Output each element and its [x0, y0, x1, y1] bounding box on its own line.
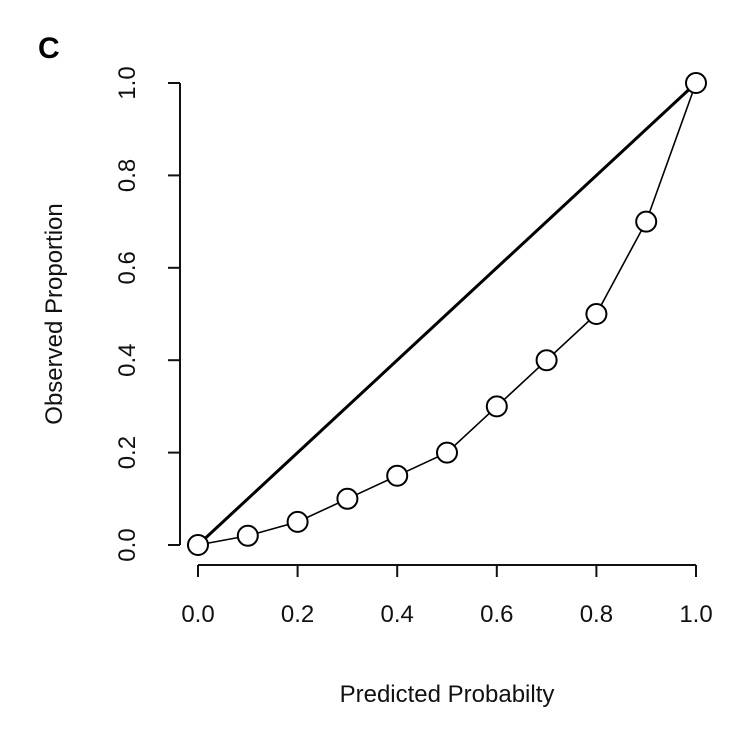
calibration-point [535, 349, 558, 372]
calibration-point [685, 72, 707, 94]
x-ticks: 0.0 0.2 0.4 0.6 0.8 1.0 [181, 565, 713, 628]
calibration-point [336, 487, 359, 510]
y-axis-title: Observed Proportion [41, 203, 68, 424]
x-tick-label: 0.0 [181, 601, 214, 628]
plot-area [187, 72, 707, 556]
y-tick-label: 0.2 [114, 436, 141, 469]
calibration-point [436, 441, 458, 464]
reference-diagonal-line [196, 81, 698, 547]
x-tick-label: 0.2 [281, 601, 314, 628]
y-tick-label: 0.4 [114, 344, 141, 377]
y-tick-label: 0.8 [114, 159, 141, 192]
calibration-point [286, 510, 309, 533]
panel-label: C [38, 32, 60, 65]
calibration-point [236, 524, 259, 547]
calibration-point [635, 210, 658, 233]
calibration-point [187, 534, 209, 556]
axes [179, 83, 696, 566]
x-tick-label: 0.4 [381, 601, 414, 628]
x-tick-label: 1.0 [679, 601, 712, 628]
calibration-point [386, 464, 409, 487]
calibration-point [585, 303, 608, 325]
x-axis-title: Predicted Probabilty [340, 681, 555, 708]
x-tick-label: 0.8 [580, 601, 613, 628]
y-tick-label: 0.0 [114, 528, 141, 561]
y-ticks: 0.0 0.2 0.4 0.6 0.8 1.0 [114, 66, 180, 562]
x-tick-label: 0.6 [480, 601, 513, 628]
calibration-point [485, 395, 508, 418]
y-tick-label: 1.0 [114, 66, 141, 99]
y-tick-label: 0.6 [114, 251, 141, 284]
